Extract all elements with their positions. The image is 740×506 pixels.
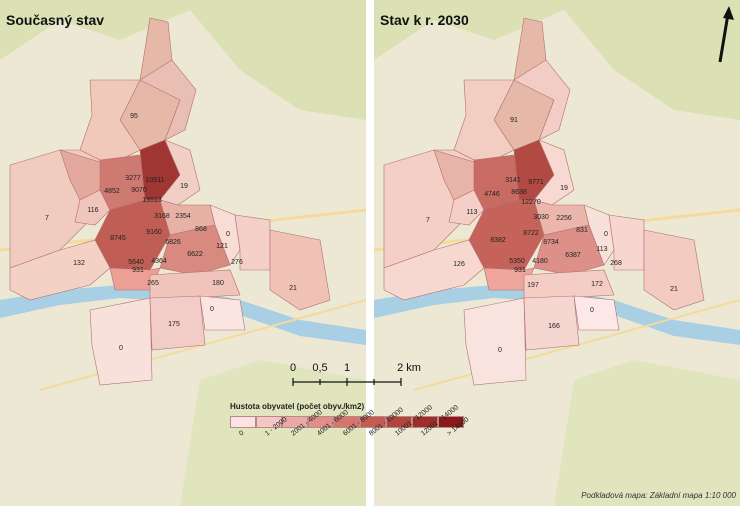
- legend-swatch-3: [308, 416, 334, 428]
- legend-swatch-7: [412, 416, 438, 428]
- label-0-a: 0: [604, 231, 608, 238]
- label-831: 831: [576, 227, 588, 234]
- label-9160: 9160: [146, 229, 162, 236]
- label-4180: 4180: [532, 258, 548, 265]
- scale-label-0: 0: [289, 362, 297, 374]
- label-113: 113: [466, 209, 477, 216]
- label-7: 7: [426, 217, 430, 224]
- label-116: 116: [87, 207, 98, 214]
- map-current: 95 19 3277 10911 9070 13513 4852 116 7 3…: [0, 0, 366, 506]
- label-95: 95: [130, 113, 138, 120]
- panel-title-2030: Stav k r. 2030: [380, 12, 469, 28]
- districts: [9, 17, 331, 386]
- label-13513: 13513: [142, 197, 162, 204]
- legend-swatch-4: [334, 416, 360, 428]
- label-197: 197: [527, 282, 539, 289]
- legend-title: Hustota obyvatel (počet obyv./km2): [230, 402, 365, 411]
- label-3141: 3141: [505, 177, 521, 184]
- label-5640: 5640: [128, 259, 144, 266]
- label-0-a: 0: [226, 231, 230, 238]
- legend: Hustota obyvatel (počet obyv./km2) 0 1 -…: [230, 402, 480, 482]
- label-868: 868: [195, 226, 207, 233]
- districts: [383, 17, 705, 386]
- label-2256: 2256: [556, 215, 572, 222]
- label-6622: 6622: [187, 251, 203, 258]
- label-931: 931: [132, 267, 144, 274]
- label-0-b: 0: [210, 306, 214, 313]
- legend-swatch-1: [256, 416, 282, 428]
- label-121: 121: [216, 243, 228, 250]
- label-21: 21: [289, 285, 297, 292]
- label-931: 931: [514, 267, 526, 274]
- label-8734: 8734: [543, 239, 559, 246]
- legend-class-label: 0: [238, 429, 246, 438]
- label-3168: 3168: [154, 213, 170, 220]
- label-0-b: 0: [590, 307, 594, 314]
- label-265: 265: [147, 280, 159, 287]
- label-91: 91: [510, 117, 518, 124]
- label-8722: 8722: [523, 230, 539, 237]
- label-7: 7: [45, 215, 49, 222]
- legend-swatch-6: [386, 416, 412, 428]
- label-6826: 6826: [165, 239, 181, 246]
- legend-swatch-0: [230, 416, 256, 428]
- label-10911: 10911: [146, 177, 165, 184]
- label-0-c: 0: [119, 345, 123, 352]
- map-panel-current: 95 19 3277 10911 9070 13513 4852 116 7 3…: [0, 0, 366, 506]
- label-166: 166: [548, 323, 560, 330]
- legend-swatch-8: [438, 416, 464, 428]
- legend-swatch-5: [360, 416, 386, 428]
- label-276: 276: [231, 259, 243, 266]
- label-4746: 4746: [484, 191, 500, 198]
- panel-title-current: Současný stav: [6, 12, 105, 28]
- label-8382: 8382: [490, 237, 506, 244]
- label-113-b: 113: [596, 246, 607, 253]
- label-4364: 4364: [151, 258, 167, 265]
- label-9771: 9771: [528, 179, 544, 186]
- label-2354: 2354: [175, 213, 191, 220]
- label-21: 21: [670, 286, 678, 293]
- label-19: 19: [180, 183, 188, 190]
- label-0-c: 0: [498, 347, 502, 354]
- label-12270: 12270: [521, 199, 541, 206]
- scale-label-1: 1: [343, 362, 351, 374]
- basemap-credit: Podkladová mapa: Základní mapa 1:10 000: [581, 491, 736, 500]
- legend-swatch-2: [282, 416, 308, 428]
- label-268: 268: [610, 260, 622, 267]
- label-180: 180: [212, 280, 224, 287]
- label-172: 172: [591, 281, 603, 288]
- scale-bar: 0 0,5 1 2 km: [285, 362, 445, 394]
- label-126: 126: [453, 261, 465, 268]
- label-3277: 3277: [125, 175, 141, 182]
- label-132: 132: [73, 260, 85, 267]
- label-4852: 4852: [104, 188, 120, 195]
- label-9070: 9070: [131, 187, 147, 194]
- scale-label-0-5: 0,5: [312, 362, 328, 374]
- label-6387: 6387: [565, 252, 581, 259]
- label-3030: 3030: [533, 214, 549, 221]
- scale-label-2km: 2 km: [397, 362, 421, 374]
- label-175: 175: [168, 321, 180, 328]
- label-8638: 8638: [511, 189, 527, 196]
- label-8745: 8745: [110, 235, 126, 242]
- legend-swatches: [230, 416, 464, 428]
- label-19: 19: [560, 185, 568, 192]
- north-arrow-icon: [718, 6, 734, 63]
- label-5350: 5350: [509, 258, 525, 265]
- scale-bar-line: [292, 378, 402, 386]
- panel-divider: [368, 0, 372, 506]
